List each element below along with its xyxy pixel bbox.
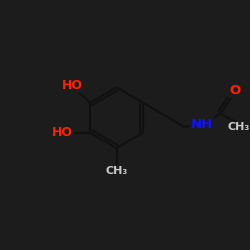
Text: HO: HO [62, 78, 82, 92]
Text: CH₃: CH₃ [228, 122, 250, 132]
Text: CH₃: CH₃ [106, 166, 128, 176]
Text: O: O [229, 84, 240, 98]
Text: HO: HO [52, 126, 73, 140]
Text: NH: NH [191, 118, 214, 131]
